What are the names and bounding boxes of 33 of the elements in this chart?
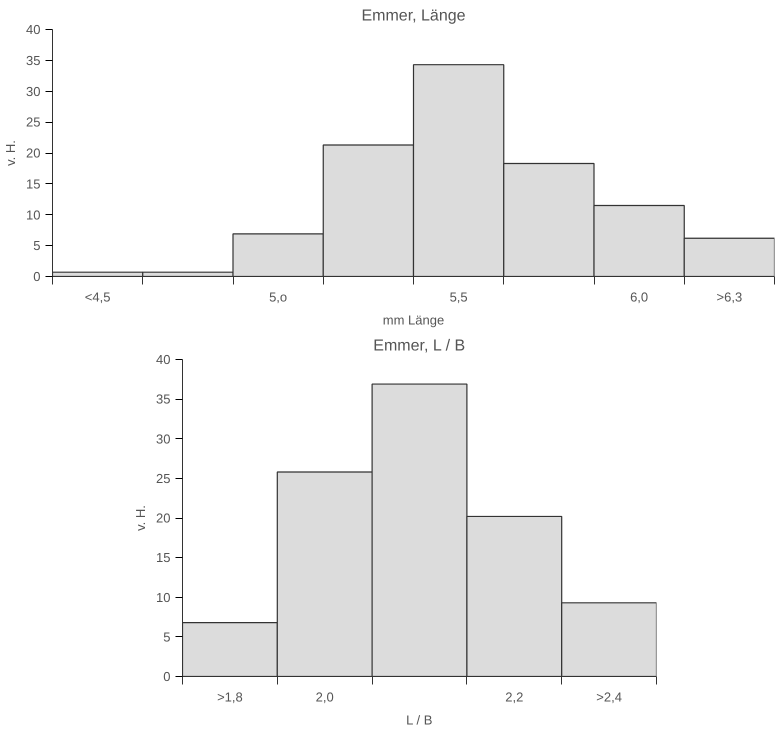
y-tick-label: 15 — [156, 550, 171, 566]
y-tick-label: 35 — [156, 392, 171, 407]
chart-title: Emmer, Länge — [361, 8, 466, 24]
y-tick-label: 20 — [26, 146, 41, 160]
x-tick-label: <4,5 — [84, 290, 110, 304]
y-tick-label: 20 — [156, 510, 171, 526]
y-tick-label: 0 — [33, 269, 41, 284]
x-tick-label: 2,2 — [505, 690, 524, 704]
y-tick-label: 25 — [156, 470, 171, 486]
y-tick-label: 25 — [26, 114, 41, 130]
y-tick-label: 30 — [26, 84, 41, 99]
x-tick-label: >6,3 — [716, 290, 742, 304]
chart-title: Emmer, L / B — [373, 338, 466, 354]
x-tick-label: 5,o — [269, 290, 288, 304]
y-tick-label: 35 — [26, 52, 41, 68]
x-tick-label: >1,8 — [217, 690, 243, 704]
y-axis-title: v. H. — [133, 505, 148, 531]
y-tick-label: 0 — [163, 669, 171, 684]
y-tick-label: 10 — [26, 207, 41, 222]
x-axis-title: mm Länge — [382, 312, 444, 328]
y-tick-label: 40 — [26, 22, 41, 37]
x-tick-label: 2,0 — [316, 690, 334, 704]
x-tick-label: 6,0 — [630, 290, 648, 304]
x-axis-title: L / B — [406, 712, 432, 728]
y-tick-label: 15 — [26, 176, 41, 192]
x-tick-label: >2,4 — [596, 690, 622, 704]
y-axis-title: v. H. — [3, 140, 18, 166]
y-tick-label: 5 — [33, 238, 41, 254]
y-tick-label: 40 — [156, 352, 171, 367]
y-tick-label: 5 — [163, 629, 171, 644]
y-tick-label: 30 — [156, 431, 171, 446]
x-tick-label: 5,5 — [450, 290, 468, 304]
y-tick-label: 10 — [156, 590, 171, 605]
